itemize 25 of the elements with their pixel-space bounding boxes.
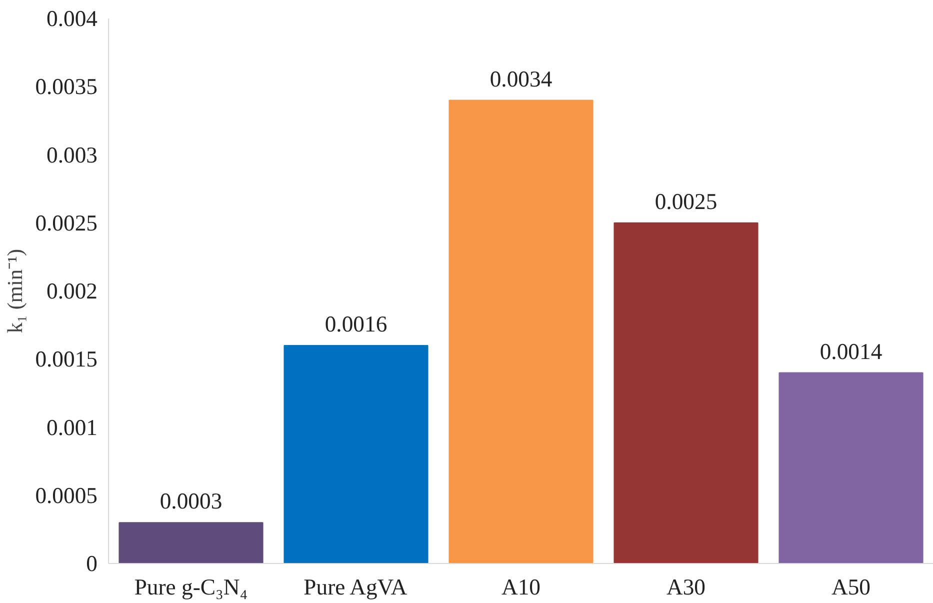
bar <box>118 522 264 564</box>
x-tick-label: A30 <box>666 574 706 600</box>
x-tick-label: A10 <box>501 574 541 600</box>
bar <box>778 372 924 564</box>
x-tick-label: Pure AgVA <box>304 574 408 600</box>
y-tick-label: 0.0025 <box>35 210 98 236</box>
y-tick-label: 0.002 <box>46 278 98 304</box>
bar <box>448 100 594 564</box>
y-tick-label: 0.0015 <box>35 346 98 372</box>
y-tick-label: 0.004 <box>46 6 98 31</box>
bar <box>614 222 758 564</box>
y-tick-label: 0.0035 <box>35 74 98 100</box>
data-label: 0.0016 <box>324 312 388 336</box>
bar <box>284 345 428 564</box>
y-tick-label: 0.003 <box>46 142 98 168</box>
y-tick-label: 0 <box>86 551 98 576</box>
y-tick-label: 0.001 <box>46 414 98 440</box>
x-tick-label: Pure g-C₃N₄ <box>134 574 248 600</box>
y-axis-title: k₁ (min⁻¹) <box>3 248 28 334</box>
x-tick-label: A50 <box>831 574 871 600</box>
data-label: 0.0025 <box>654 188 718 214</box>
data-label: 0.0014 <box>820 338 882 364</box>
y-tick-label: 0.0005 <box>35 482 98 508</box>
data-label: 0.0003 <box>160 488 222 514</box>
data-label: 0.0034 <box>490 66 552 92</box>
